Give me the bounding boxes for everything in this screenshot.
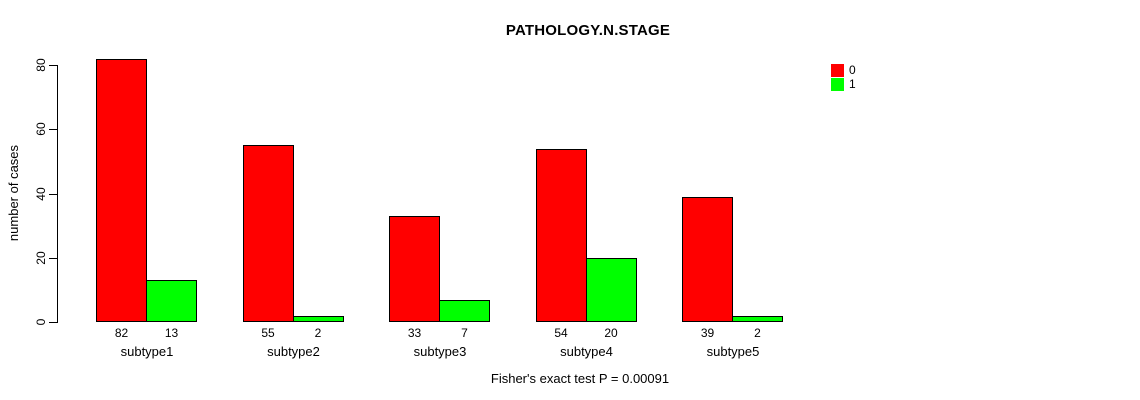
bar-value-label: 7: [461, 326, 468, 340]
bar-value-label: 55: [261, 326, 275, 340]
bar-subtype3-series0: [389, 215, 440, 322]
x-axis-category-label: subtype5: [706, 344, 760, 359]
y-axis-tick: [49, 258, 57, 259]
x-axis-category-label: subtype1: [120, 344, 174, 359]
bar-value-label: 54: [554, 326, 568, 340]
legend-label: 0: [849, 63, 856, 77]
y-axis-tick-label: 40: [34, 187, 48, 201]
legend-item: 1: [831, 78, 856, 91]
y-axis-tick-label: 60: [34, 122, 48, 136]
bar-value-label: 2: [314, 326, 322, 340]
y-axis-tick: [49, 194, 57, 195]
bar-value-label: 20: [604, 326, 618, 340]
y-axis-tick-label: 20: [34, 251, 48, 265]
legend-swatch: [831, 78, 844, 91]
bar-value-label: 33: [407, 326, 422, 340]
bar-value-label: 39: [700, 326, 715, 340]
fisher-test-caption: Fisher's exact test P = 0.00091: [490, 371, 670, 386]
bar-subtype4-series0: [535, 148, 587, 322]
y-axis-tick-label: 0: [34, 318, 48, 326]
bar-subtype1-series0: [96, 58, 147, 322]
bar-subtype3-series1: [439, 299, 490, 322]
legend-swatch: [831, 64, 844, 77]
bar-subtype1-series1: [146, 280, 197, 322]
y-axis-tick: [49, 322, 57, 323]
bar-subtype2-series1: [292, 315, 344, 322]
x-axis-category-label: subtype4: [560, 344, 613, 359]
x-axis-category-label: subtype2: [267, 344, 320, 359]
legend-label: 1: [849, 77, 856, 91]
bar-value-label: 13: [164, 326, 179, 340]
bar-value-label: 2: [754, 326, 761, 340]
bar-subtype2-series0: [242, 145, 294, 322]
x-axis-category-label: subtype3: [413, 344, 467, 359]
chart-title: PATHOLOGY.N.STAGE: [505, 22, 671, 39]
bar-subtype5-series1: [732, 315, 783, 322]
y-axis-tick: [49, 65, 57, 66]
y-axis-tick-label: 80: [34, 58, 48, 72]
bar-subtype4-series1: [585, 257, 637, 322]
legend-item: 0: [831, 64, 856, 77]
y-axis-tick: [49, 129, 57, 130]
bar-subtype5-series0: [682, 196, 733, 322]
y-axis-line: [57, 65, 58, 323]
bar-value-label: 82: [114, 326, 129, 340]
